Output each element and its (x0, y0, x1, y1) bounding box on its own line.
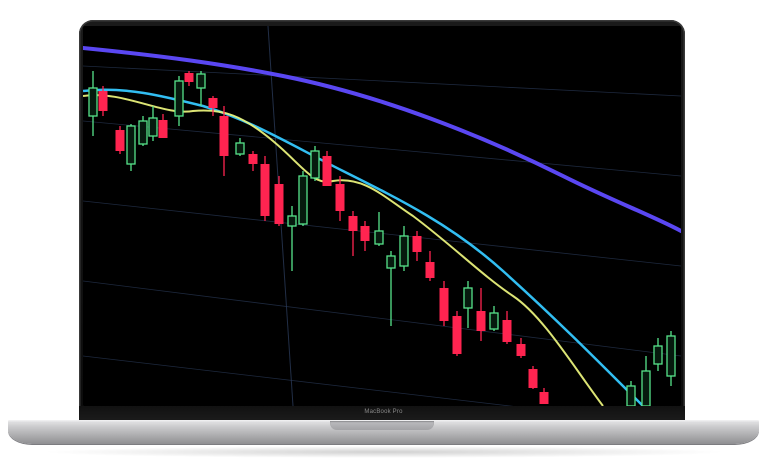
candle-body (641, 370, 651, 406)
candle-body (425, 262, 435, 278)
candle-body (412, 236, 422, 252)
bullish-candle (138, 116, 148, 146)
bearish-candle (452, 311, 462, 356)
candle-body (360, 226, 370, 241)
bearish-candle (439, 281, 449, 326)
candle-body (489, 312, 499, 330)
bearish-candle (335, 176, 345, 221)
candle-body (516, 344, 526, 356)
bullish-candle (374, 212, 384, 246)
bearish-candle (539, 388, 549, 404)
bearish-candle (274, 176, 284, 226)
candle-body (476, 311, 486, 331)
gridline (83, 120, 681, 177)
candlesticks (88, 71, 676, 406)
candle-body (528, 369, 538, 388)
bearish-candle (528, 366, 538, 389)
moving-average-lines (83, 46, 681, 406)
model-label: MacBook Pro (364, 409, 403, 415)
candle-body (463, 287, 473, 309)
laptop-shadow (40, 446, 728, 458)
candle-body (348, 216, 358, 231)
candle-body (439, 288, 449, 321)
bearish-candle (260, 156, 270, 221)
candle-body (88, 87, 98, 117)
candle-body (322, 156, 332, 186)
bearish-candle (348, 211, 358, 256)
candle-body (335, 184, 345, 211)
candle-body (502, 320, 512, 342)
bullish-candle (298, 171, 308, 226)
candlestick-chart-display (83, 26, 681, 406)
candle-body (653, 345, 663, 365)
bullish-candle (641, 356, 651, 406)
moving-average-short-line (83, 94, 604, 406)
bullish-candle (489, 306, 499, 331)
candle-body (174, 80, 184, 117)
candle-body (310, 150, 320, 179)
bearish-candle (184, 71, 194, 86)
bearish-candle (412, 231, 422, 261)
bearish-candle (158, 114, 168, 138)
candle-body (260, 164, 270, 216)
candle-body (386, 255, 396, 269)
laptop-screen (83, 26, 681, 406)
bullish-candle (463, 281, 473, 328)
bullish-candle (399, 226, 409, 271)
candle-body (138, 120, 148, 145)
candle-body (98, 91, 108, 111)
candle-body (235, 142, 245, 155)
bearish-candle (476, 288, 486, 341)
bullish-candle (88, 71, 98, 136)
candle-body (115, 130, 125, 151)
bullish-candle (310, 146, 320, 181)
candle-body (399, 235, 409, 267)
bearish-candle (502, 311, 512, 344)
bullish-candle (126, 124, 136, 171)
bullish-candle (148, 106, 158, 141)
chart-gridlines (83, 26, 681, 406)
candle-body (248, 154, 258, 164)
candle-body (539, 392, 549, 404)
bullish-candle (626, 381, 636, 406)
bearish-candle (425, 251, 435, 281)
bearish-candle (322, 151, 332, 186)
bullish-candle (666, 331, 676, 386)
bearish-candle (248, 151, 258, 171)
bearish-candle (98, 86, 108, 116)
candle-body (208, 98, 218, 108)
candle-body (452, 316, 462, 354)
gridline (83, 65, 681, 97)
bullish-candle (386, 251, 396, 326)
bullish-candle (653, 338, 663, 371)
candle-body (287, 215, 297, 227)
candle-body (374, 230, 384, 245)
bearish-candle (516, 338, 526, 358)
gridline (83, 280, 681, 357)
candle-body (126, 125, 136, 165)
bearish-candle (219, 106, 229, 176)
gridline (83, 355, 514, 406)
bullish-candle (196, 71, 206, 106)
candle-body (298, 175, 308, 225)
candle-body (626, 385, 636, 406)
candle-body (184, 73, 194, 82)
bullish-candle (235, 138, 245, 156)
candle-body (158, 120, 168, 138)
bearish-candle (360, 221, 370, 251)
lid-opening-notch (330, 421, 434, 430)
screen-bezel-chin (79, 406, 685, 422)
bullish-candle (174, 76, 184, 126)
bearish-candle (208, 96, 218, 116)
candle-body (274, 184, 284, 224)
moving-average-long-line (83, 46, 681, 233)
candle-body (666, 335, 676, 377)
candle-body (196, 73, 206, 89)
bullish-candle (287, 206, 297, 271)
candle-body (219, 116, 229, 156)
bearish-candle (115, 126, 125, 154)
candle-body (148, 117, 158, 137)
